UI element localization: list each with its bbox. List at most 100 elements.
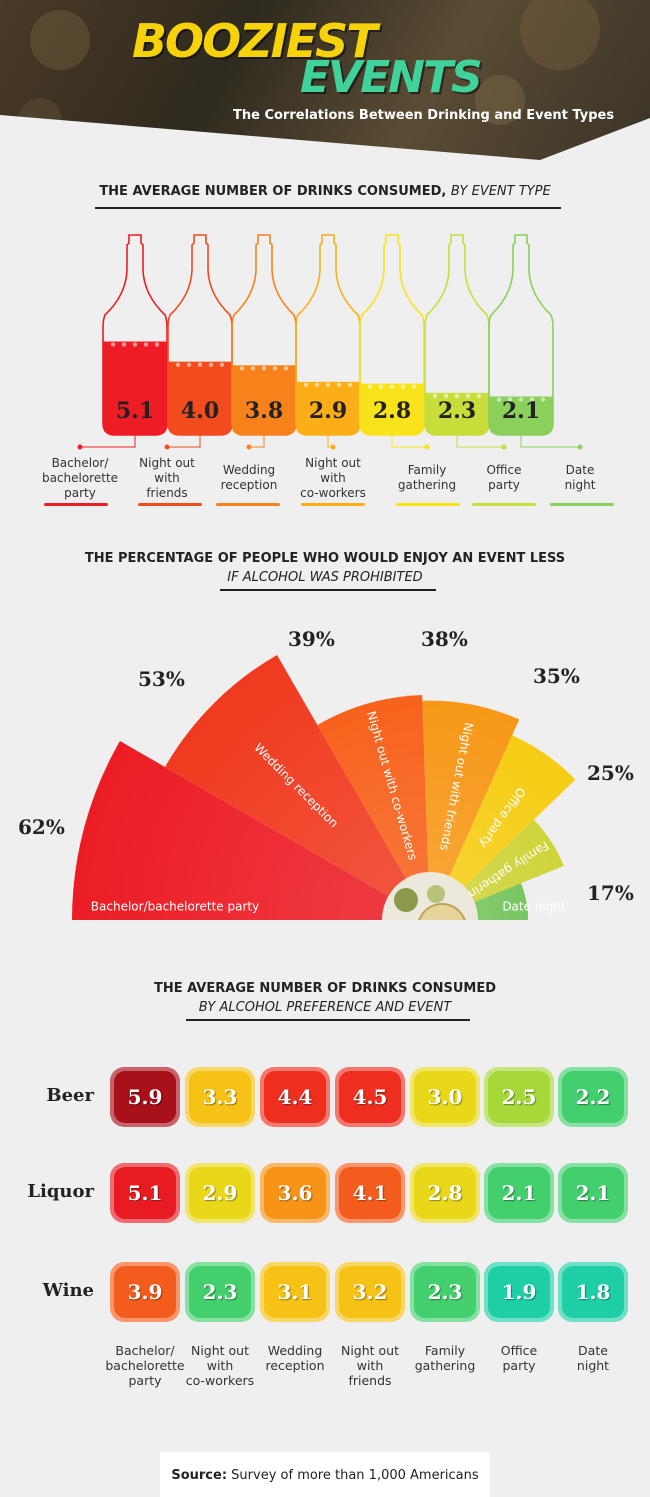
section2-rule <box>220 589 436 591</box>
heatmap-cell-value: 5.1 <box>114 1167 176 1219</box>
bubble <box>496 397 502 402</box>
section1-title-italic: BY EVENT TYPE <box>450 184 551 199</box>
section2-title-line1: THE PERCENTAGE OF PEOPLE WHO WOULD ENJOY… <box>84 551 566 566</box>
bubble <box>208 362 214 367</box>
header-banner: BOOZIEST EVENTS The Correlations Between… <box>0 0 650 160</box>
heatmap-cell: 3.3 <box>185 1067 255 1127</box>
bubble <box>389 384 395 389</box>
heatmap-col-label-1: Night out with co-workers <box>185 1343 255 1388</box>
fan-pct-5: 25% <box>587 761 634 785</box>
bottle-label-3: Night out with co-workers <box>300 456 366 500</box>
bottle-4: 2.8 <box>359 234 430 450</box>
bubble <box>154 342 160 347</box>
bottle-value-2: 3.8 <box>245 398 283 424</box>
heatmap-cell: 5.1 <box>110 1163 180 1223</box>
bottle-label-0: Bachelor/bachelorette party <box>41 456 119 500</box>
heatmap-row-label-2: Wine <box>42 1280 94 1301</box>
bottle-fill-6 <box>489 396 553 435</box>
heatmap-cell: 1.8 <box>558 1262 628 1322</box>
bottle-underline-1 <box>138 503 202 506</box>
bottle-fill-3 <box>296 381 360 435</box>
source-text: Survey of more than 1,000 Americans <box>231 1468 479 1483</box>
bubble <box>443 393 449 399</box>
bubble <box>400 384 406 389</box>
section1-rule <box>95 207 561 209</box>
bubble <box>121 342 127 347</box>
connector-0 <box>80 435 136 448</box>
heatmap-cell-value: 4.1 <box>339 1167 401 1219</box>
bubble <box>303 382 309 388</box>
bottle-value-0: 5.1 <box>116 398 154 424</box>
bubble <box>250 366 256 371</box>
bubble <box>411 384 417 389</box>
heatmap-cell-value: 1.9 <box>488 1266 550 1318</box>
heatmap-cell-value: 3.1 <box>264 1266 326 1318</box>
bottle-underline-2 <box>216 503 280 506</box>
bottle-1: 4.0 <box>164 234 233 450</box>
bubble <box>347 382 353 388</box>
heatmap-row-label-1: Liquor <box>27 1181 94 1202</box>
connector-2 <box>249 435 265 448</box>
heatmap-cell: 2.9 <box>185 1163 255 1223</box>
fan-pct-6: 17% <box>587 881 634 905</box>
section2-title-line2: IF ALCOHOL WAS PROHIBITED <box>227 570 423 585</box>
heatmap-col-label-2: Wedding reception <box>265 1343 325 1373</box>
heatmap-cell-value: 2.5 <box>488 1071 550 1123</box>
bubble <box>367 384 373 389</box>
heatmap-col-label-3: Night out with friends <box>340 1343 400 1388</box>
bottle-label-2: Wedding reception <box>220 463 278 492</box>
heatmap-cell-value: 2.2 <box>562 1071 624 1123</box>
glass <box>394 888 418 912</box>
fan-pct-1: 53% <box>138 667 185 691</box>
connector-dot-6 <box>577 444 583 450</box>
heatmap-cell: 3.9 <box>110 1262 180 1322</box>
bottle-fill-0 <box>103 341 167 435</box>
heatmap-cell: 4.4 <box>260 1067 330 1127</box>
bubble <box>186 362 192 367</box>
fan-slice-2 <box>317 694 430 920</box>
heatmap-cell-value: 3.2 <box>339 1266 401 1318</box>
section3-title-line2-wrap: BY ALCOHOL PREFERENCE AND EVENT <box>0 1000 650 1015</box>
bottle-underline-4 <box>396 503 460 506</box>
bubble <box>219 362 225 367</box>
bottle-3: 2.9 <box>295 234 361 450</box>
bottle-outline-3 <box>295 234 361 436</box>
source-note: Source: Survey of more than 1,000 Americ… <box>160 1452 490 1497</box>
connector-dot-5 <box>501 444 507 450</box>
bottle-chart: 5.1 4.0 3.8 2.9 2.8 2.3 2.1 <box>77 234 583 450</box>
bubble <box>454 393 460 399</box>
heatmap-cell: 4.1 <box>335 1163 405 1223</box>
source-label: Source: <box>171 1468 228 1483</box>
heatmap-cell: 5.9 <box>110 1067 180 1127</box>
connector-5 <box>456 435 504 448</box>
bubble <box>465 393 471 399</box>
bottle-2: 3.8 <box>231 234 297 450</box>
section1-title: THE AVERAGE NUMBER OF DRINKS CONSUMED, B… <box>0 184 650 199</box>
bottle-value-6: 2.1 <box>502 398 540 424</box>
bottle-label-4: Family gathering <box>397 463 457 492</box>
fan-pct-3: 38% <box>421 627 468 651</box>
fan-pct-2: 39% <box>288 627 335 651</box>
bottle-outline-0 <box>102 234 168 436</box>
bottle-value-1: 4.0 <box>181 398 219 424</box>
bottle-6: 2.1 <box>488 234 583 450</box>
heatmap-cell: 2.3 <box>410 1262 480 1322</box>
heatmap-cell-value: 3.3 <box>189 1071 251 1123</box>
bubble <box>540 397 546 402</box>
heatmap-cell-value: 3.0 <box>414 1071 476 1123</box>
title-line-2: EVENTS <box>300 52 483 103</box>
heatmap-cell: 2.8 <box>410 1163 480 1223</box>
connector-4 <box>391 435 427 448</box>
heatmap-cell-value: 4.4 <box>264 1071 326 1123</box>
title-line-1: BOOZIEST <box>132 14 378 68</box>
heatmap-cell: 3.0 <box>410 1067 480 1127</box>
bubble <box>197 362 203 367</box>
heatmap-cell-value: 3.6 <box>264 1167 326 1219</box>
heatmap-cell-value: 5.9 <box>114 1071 176 1123</box>
subtitle: The Correlations Between Drinking and Ev… <box>233 108 615 123</box>
fan-slice-label-0: Bachelor/bachelorette party <box>91 900 259 914</box>
heatmap-cell: 2.1 <box>558 1163 628 1223</box>
glass <box>427 885 445 903</box>
bubble <box>143 342 149 347</box>
